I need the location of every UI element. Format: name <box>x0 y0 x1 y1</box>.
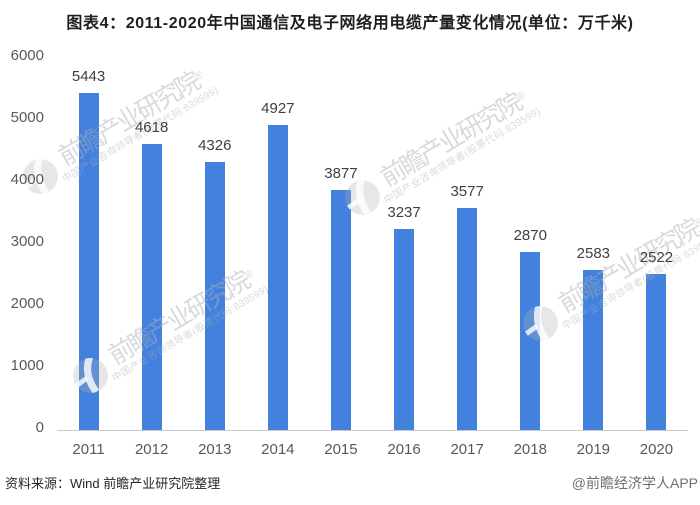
bar-2017 <box>457 208 478 430</box>
y-axis-tick-label: 3000 <box>10 233 44 250</box>
bar-2011 <box>78 92 99 430</box>
bar-2014 <box>267 124 288 430</box>
x-axis-tick-label: 2012 <box>134 441 169 458</box>
bar-2020 <box>646 273 667 430</box>
bar-2018 <box>520 252 541 430</box>
x-axis-line <box>57 429 688 431</box>
bar-2013 <box>204 161 225 430</box>
x-axis-tick-label: 2017 <box>450 441 484 458</box>
bar-value-label: 2870 <box>513 227 547 245</box>
x-axis-tick-label: 2011 <box>72 441 105 458</box>
x-axis-tick-label: 2013 <box>198 441 232 458</box>
x-axis-tick-label: 2015 <box>324 441 358 458</box>
bar-2012 <box>141 143 162 430</box>
x-axis-tick-label: 2019 <box>576 441 611 458</box>
bar-value-label: 4618 <box>134 118 169 136</box>
chart-title: 图表4：2011-2020年中国通信及电子网络用电缆产量变化情况(单位：万千米) <box>66 15 634 32</box>
bar-value-label: 3577 <box>450 183 484 201</box>
x-axis-tick-label: 2018 <box>513 441 547 458</box>
y-axis-tick-label: 2000 <box>10 295 44 312</box>
credit-note: @前瞻经济学人APP <box>571 475 698 491</box>
bar-value-label: 3237 <box>387 204 421 222</box>
y-axis-tick-label: 6000 <box>10 47 44 64</box>
bar-value-label: 4326 <box>198 136 232 154</box>
y-axis-tick-label: 0 <box>35 419 44 436</box>
bar-value-label: 2522 <box>639 248 674 266</box>
y-axis-tick-label: 4000 <box>10 171 44 188</box>
bar-value-label: 3877 <box>324 164 358 182</box>
source-note: 资料来源：Wind 前瞻产业研究院整理 <box>5 476 221 491</box>
bar-2015 <box>330 189 351 430</box>
bar-value-label: 2583 <box>576 244 611 262</box>
bar-value-label: 5443 <box>71 67 106 85</box>
y-axis-tick-label: 5000 <box>10 109 44 126</box>
y-axis-tick-label: 1000 <box>10 357 44 374</box>
x-axis-tick-label: 2014 <box>261 441 295 458</box>
bar-value-label: 4927 <box>261 99 295 117</box>
bar-2016 <box>394 229 415 430</box>
x-axis-tick-label: 2020 <box>639 441 674 458</box>
x-axis-tick-label: 2016 <box>387 441 421 458</box>
bar-2019 <box>583 269 604 430</box>
